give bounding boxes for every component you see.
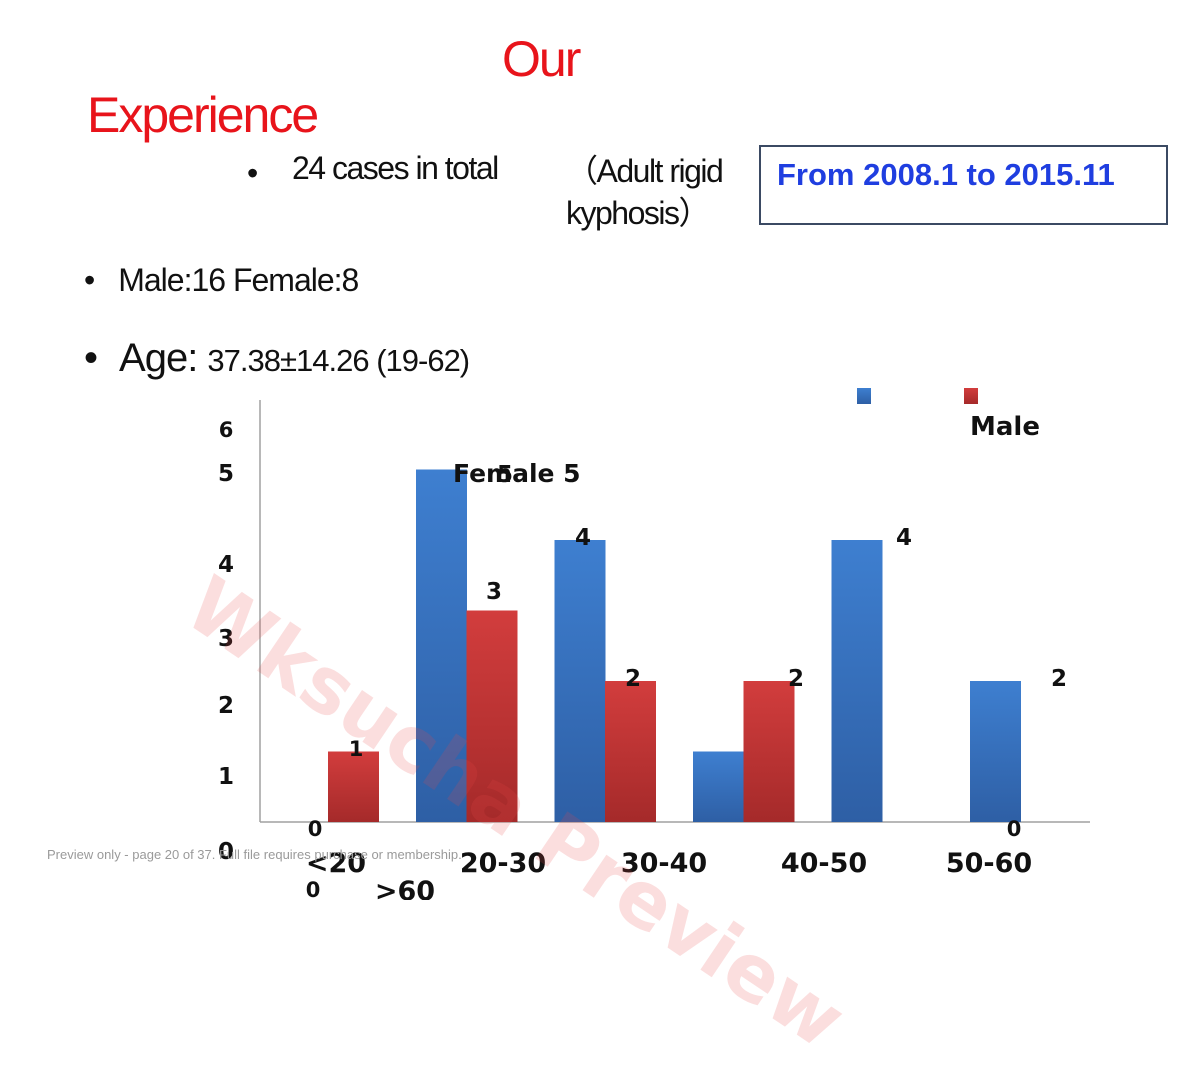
preview-footer: Preview only - page 20 of 37. Full file … [47,847,462,862]
bullet-diagnosis: （Adult rigid kyphosis） [566,153,724,231]
bullet-sex-text: Male:16 Female:8 [118,262,359,298]
bullet-marker: • [84,336,98,380]
y-tick-label: 6 [219,418,234,442]
data-label: 3 [486,579,502,605]
bar-female [416,469,467,822]
data-label: 2 [625,666,641,692]
slide-title-line1: Our [502,31,581,87]
y-tick-label: 1 [218,764,234,790]
bar-male [466,610,518,822]
bar-male [328,751,379,822]
bar-female [831,540,883,822]
y-tick-label: 5 [218,461,234,487]
data-label: 1 [349,737,364,761]
data-label: 2 [1051,666,1067,692]
y-tick-label: 3 [218,626,234,652]
data-label: 0 [1007,817,1022,841]
bar-female [693,751,744,822]
age-label: Age: [119,336,208,380]
data-label: 0 [306,878,321,900]
date-range-text: From 2008.1 to 2015.11 [777,157,1115,192]
data-label: 0 [308,817,323,841]
bullet-marker: • [84,262,95,298]
bullet-marker: • [247,155,259,191]
y-tick-label: 4 [218,552,234,578]
bullet-total-cases: 24 cases in total [292,150,499,186]
bar-female [970,681,1021,822]
x-tick-label: <20 [306,848,366,879]
slide-title-line2: Experience [87,87,319,143]
x-tick-label: 40-50 [781,848,867,879]
data-label: 5 [497,462,513,488]
data-label: 4 [896,525,912,551]
y-tick-label: 2 [218,693,234,719]
legend-swatch-female [857,388,871,404]
bullet-age: • Age: 37.38±14.26 (19-62) [84,336,470,381]
age-value: 37.38±14.26 (19-62) [207,343,470,378]
legend-swatch-male [964,388,978,404]
legend-label-male: Male [970,412,1040,442]
y-tick-label: 0 [218,839,234,865]
x-tick-label: 30-40 [621,848,707,879]
date-range-box: From 2008.1 to 2015.11 [759,145,1168,225]
bar-male [743,681,795,822]
legend-label-female: Female 5 [453,459,581,488]
bullet-sex-ratio: • Male:16 Female:8 [84,262,359,299]
bar-female [554,540,606,822]
data-label: 4 [575,525,591,551]
data-label: 2 [788,666,804,692]
x-tick-label: >60 [375,876,435,900]
bar-male [605,681,656,822]
x-tick-label: 20-30 [460,848,546,879]
x-tick-label: 50-60 [946,848,1032,879]
